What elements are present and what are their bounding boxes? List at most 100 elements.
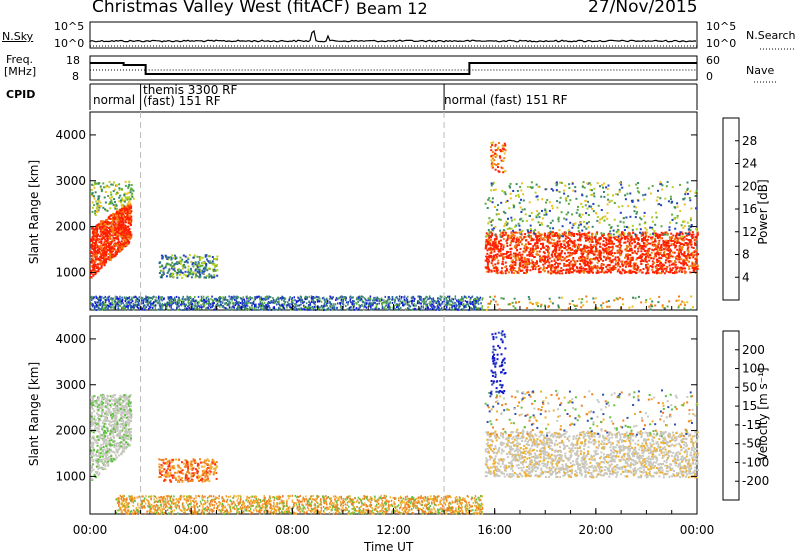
range-cell xyxy=(500,232,503,234)
range-cell xyxy=(517,242,520,245)
range-cell xyxy=(588,267,591,270)
range-cell xyxy=(400,297,403,300)
range-cell xyxy=(471,301,473,303)
range-cell xyxy=(176,305,179,308)
range-cell xyxy=(695,253,698,256)
range-cell xyxy=(451,308,453,311)
range-cell xyxy=(297,304,299,307)
range-cell xyxy=(90,252,93,254)
range-cell xyxy=(202,295,205,298)
range-cell xyxy=(272,299,275,302)
range-cell xyxy=(657,260,660,262)
range-cell xyxy=(530,265,533,268)
range-cell xyxy=(374,306,377,309)
range-cell xyxy=(446,299,448,302)
range-cell xyxy=(346,308,349,311)
range-cell xyxy=(258,303,260,306)
range-cell xyxy=(321,306,323,309)
range-cell xyxy=(506,245,509,247)
range-cell xyxy=(455,304,457,307)
range-cell xyxy=(617,236,620,239)
range-cell xyxy=(492,241,495,244)
range-cell xyxy=(578,245,580,248)
range-cell xyxy=(263,305,266,308)
range-cell xyxy=(527,243,530,246)
range-cell xyxy=(108,197,111,200)
range-cell xyxy=(279,306,281,309)
range-cell xyxy=(212,302,214,305)
range-cell xyxy=(402,304,404,307)
range-cell xyxy=(636,237,639,240)
range-cell xyxy=(655,244,658,247)
range-cell xyxy=(517,238,520,241)
range-cell xyxy=(116,237,118,240)
range-cell xyxy=(120,302,122,305)
range-cell xyxy=(585,245,588,248)
range-cell xyxy=(391,296,394,299)
range-cell xyxy=(167,296,169,299)
range-cell xyxy=(500,272,503,275)
range-cell xyxy=(670,235,673,238)
range-cell xyxy=(470,297,472,299)
range-cell xyxy=(573,232,576,235)
range-cell xyxy=(170,300,173,303)
range-cell xyxy=(627,261,630,264)
range-cell xyxy=(241,303,244,306)
range-cell xyxy=(161,257,164,260)
range-cell xyxy=(280,308,283,311)
range-cell xyxy=(190,260,193,263)
range-cell xyxy=(265,297,267,300)
range-cell xyxy=(588,237,591,240)
range-cell xyxy=(122,208,125,211)
range-cell xyxy=(216,264,218,266)
range-cell xyxy=(107,195,110,197)
range-cell xyxy=(164,304,166,307)
range-cell xyxy=(105,229,108,231)
range-cell xyxy=(554,267,557,270)
range-cell xyxy=(98,245,101,248)
range-cell xyxy=(505,268,508,270)
range-cell xyxy=(110,199,113,202)
range-cell xyxy=(141,308,144,310)
range-cell xyxy=(122,234,125,237)
range-cell xyxy=(127,304,129,307)
range-cell xyxy=(94,233,97,236)
range-cell xyxy=(581,258,584,261)
range-cell xyxy=(664,231,667,234)
range-cell xyxy=(100,265,103,268)
range-cell xyxy=(99,296,101,299)
range-cell xyxy=(583,249,586,252)
range-cell xyxy=(524,235,527,238)
range-cell xyxy=(107,235,110,238)
range-cell xyxy=(138,307,140,310)
range-cell xyxy=(378,300,380,302)
range-cell xyxy=(675,236,678,239)
range-cell xyxy=(94,214,97,217)
range-cell xyxy=(466,303,468,305)
range-cell xyxy=(127,222,130,225)
range-cell xyxy=(511,259,514,262)
range-cell xyxy=(96,202,99,205)
beam-label: Beam 12 xyxy=(356,0,428,18)
range-cell xyxy=(339,296,342,299)
range-cell xyxy=(190,276,193,279)
range-cell xyxy=(231,308,233,311)
range-cell xyxy=(118,227,121,230)
range-cell xyxy=(95,243,98,246)
range-cell xyxy=(619,249,622,252)
range-cell xyxy=(509,237,512,240)
range-cell xyxy=(487,243,490,246)
range-cell xyxy=(688,255,691,258)
range-cell xyxy=(105,261,107,264)
range-cell xyxy=(641,246,643,249)
range-cell xyxy=(646,254,649,257)
range-cell xyxy=(656,252,659,255)
range-cell xyxy=(331,308,333,311)
range-cell xyxy=(465,306,467,309)
range-cell xyxy=(578,256,581,259)
range-cell xyxy=(384,295,386,298)
range-cell xyxy=(439,304,442,307)
range-cell xyxy=(695,235,698,238)
range-cell xyxy=(171,272,174,275)
range-cell xyxy=(391,301,394,304)
